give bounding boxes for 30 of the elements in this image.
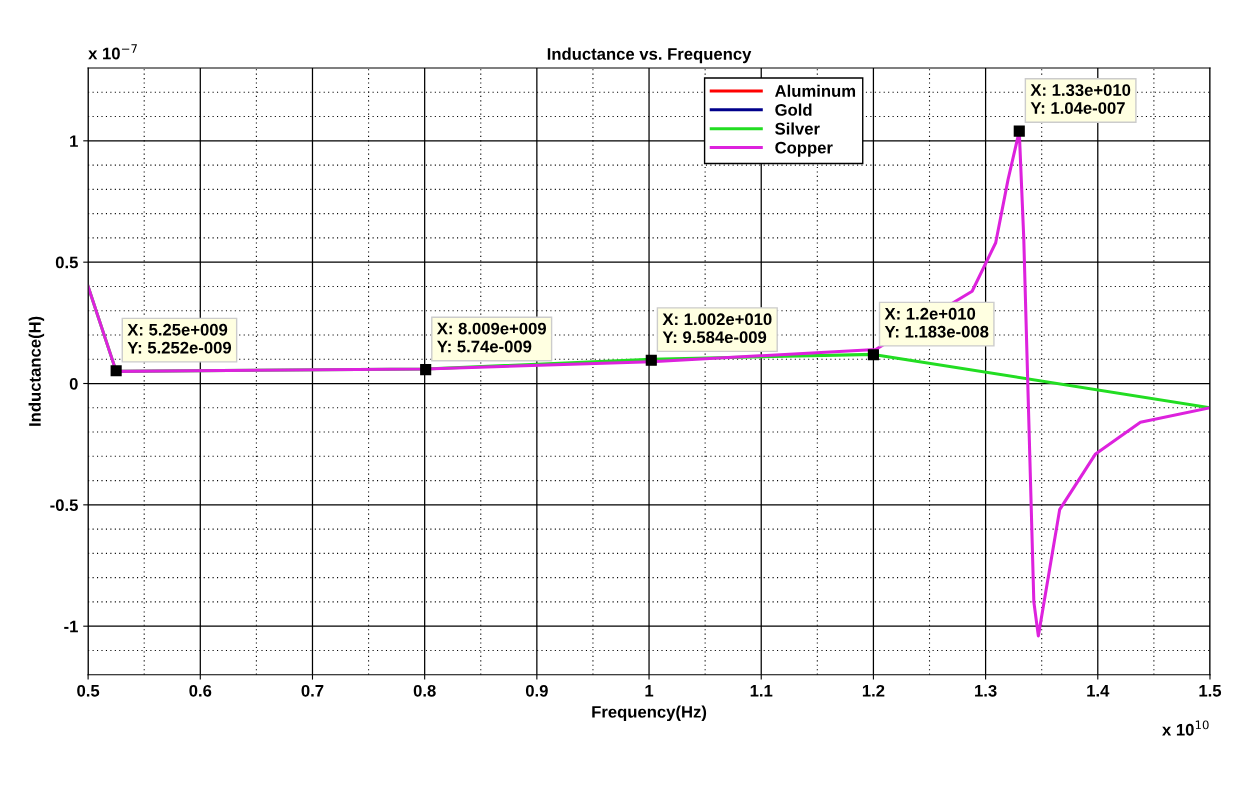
annotation: X: 1.33e+010 Y: 1.04e-007 bbox=[1030, 84, 1131, 114]
x-tick-label: 0.7 bbox=[301, 684, 324, 697]
annotation: X: 1.2e+010 Y: 1.183e-008 bbox=[884, 307, 989, 338]
text: x 10$^{−7}$ bbox=[88, 44, 137, 60]
x-tick-label: 1.4 bbox=[1087, 685, 1110, 697]
annotation: X: 1.002e+010 Y: 9.584e-009 bbox=[662, 313, 772, 344]
y-tick-label: 0.5 bbox=[55, 256, 78, 269]
x-axis-title: Frequency(Hz) bbox=[592, 705, 707, 722]
x-tick-label: 1.1 bbox=[750, 685, 773, 697]
x-tick-label: 0.6 bbox=[189, 684, 212, 697]
y-tick-label: 0 bbox=[69, 377, 78, 390]
x-tick-label: 1.3 bbox=[975, 684, 997, 697]
legend-label: Copper bbox=[775, 141, 833, 157]
x-tick-label: 1 bbox=[645, 685, 654, 697]
x-tick-label: 0.9 bbox=[525, 684, 548, 697]
annotation: X: 5.25e+009 Y: 5.252e-009 bbox=[127, 323, 232, 354]
annotation: X: 8.009e+009 Y: 5.74e-009 bbox=[436, 322, 546, 353]
legend-label: Gold bbox=[775, 103, 812, 116]
y-tick-label: -1 bbox=[64, 620, 78, 633]
text: x 10$^{10}$ bbox=[1162, 720, 1209, 736]
legend-label: Aluminum bbox=[775, 84, 856, 97]
y-tick-label: -0.5 bbox=[50, 499, 78, 512]
y-axis-title: Inductance(H) bbox=[28, 316, 45, 426]
x-tick-label: 0.5 bbox=[77, 684, 100, 697]
x-tick-label: 0.8 bbox=[413, 684, 436, 697]
x-tick-label: 1.2 bbox=[862, 684, 885, 697]
chart-title: Inductance vs. Frequency bbox=[547, 47, 752, 64]
x-tick-label: 1.5 bbox=[1199, 685, 1222, 697]
legend-label: Silver bbox=[775, 122, 820, 135]
y-tick-label: 1 bbox=[70, 135, 78, 147]
